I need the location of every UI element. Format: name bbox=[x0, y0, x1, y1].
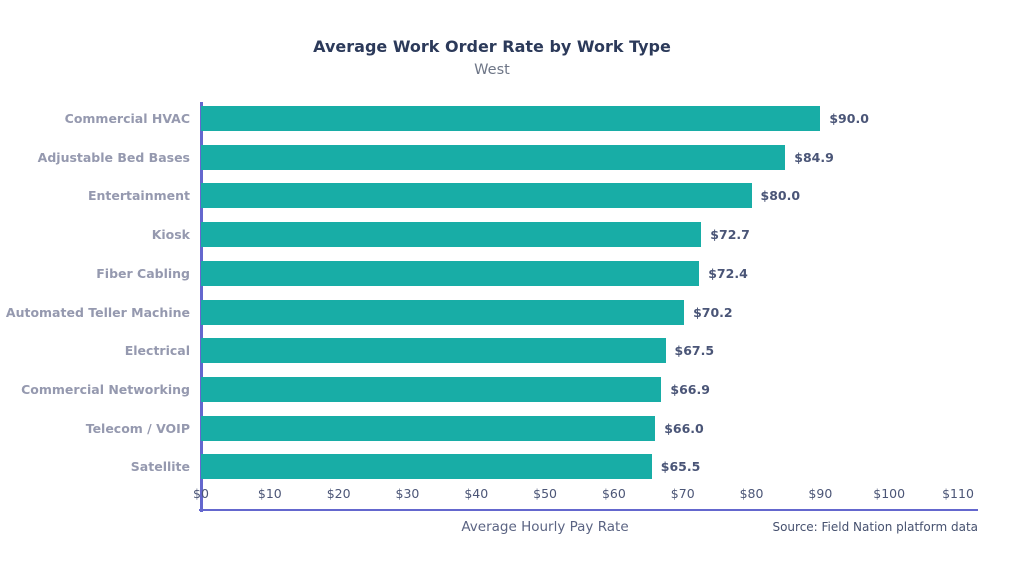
category-label: Automated Teller Machine bbox=[5, 304, 190, 320]
bar bbox=[201, 377, 662, 403]
value-label: $72.7 bbox=[710, 227, 750, 243]
value-label: $66.9 bbox=[670, 382, 710, 398]
x-tick-label: $80 bbox=[739, 486, 764, 501]
x-axis-line bbox=[199, 509, 978, 511]
category-label: Kiosk bbox=[151, 227, 190, 243]
x-tick-label: $70 bbox=[670, 486, 695, 501]
x-tick-label: $60 bbox=[601, 486, 626, 501]
value-label: $84.9 bbox=[794, 149, 834, 165]
category-label: Adjustable Bed Bases bbox=[37, 149, 190, 165]
source-note: Source: Field Nation platform data bbox=[772, 520, 978, 534]
value-label: $65.5 bbox=[660, 459, 701, 475]
x-tick-label: $30 bbox=[395, 486, 420, 501]
x-tick-label: $10 bbox=[257, 486, 282, 501]
x-axis-title: Average Hourly Pay Rate bbox=[461, 519, 629, 535]
category-label: Fiber Cabling bbox=[96, 265, 190, 281]
bar bbox=[201, 144, 786, 170]
bar bbox=[201, 415, 656, 441]
category-label: Commercial HVAC bbox=[64, 111, 190, 126]
x-tick-label: $40 bbox=[464, 486, 489, 501]
chart-subtitle: West bbox=[474, 62, 510, 78]
value-label: $80.0 bbox=[760, 188, 801, 204]
category-label: Electrical bbox=[124, 343, 190, 359]
category-label: Commercial Networking bbox=[21, 382, 190, 398]
value-label: $72.4 bbox=[708, 265, 748, 281]
chart-title: Average Work Order Rate by Work Type bbox=[313, 37, 671, 56]
category-label: Satellite bbox=[130, 459, 190, 475]
value-label: $66.0 bbox=[664, 420, 704, 436]
value-label: $90.0 bbox=[829, 111, 869, 126]
x-tick-label: $110 bbox=[942, 486, 974, 501]
x-tick-label: $0 bbox=[193, 486, 209, 501]
category-label: Entertainment bbox=[87, 188, 190, 204]
category-label: Telecom / VOIP bbox=[85, 420, 190, 436]
value-label: $67.5 bbox=[674, 343, 715, 359]
bar bbox=[201, 338, 666, 364]
x-tick-label: $20 bbox=[326, 486, 351, 501]
bar bbox=[201, 299, 685, 325]
x-tick-label: $50 bbox=[533, 486, 558, 501]
x-tick-label: $90 bbox=[808, 486, 833, 501]
bar bbox=[201, 183, 752, 209]
bar bbox=[201, 260, 700, 286]
value-label: $70.2 bbox=[693, 304, 733, 320]
x-tick-label: $100 bbox=[873, 486, 906, 501]
bar bbox=[201, 222, 702, 248]
bar bbox=[201, 106, 821, 131]
bar bbox=[201, 454, 652, 480]
